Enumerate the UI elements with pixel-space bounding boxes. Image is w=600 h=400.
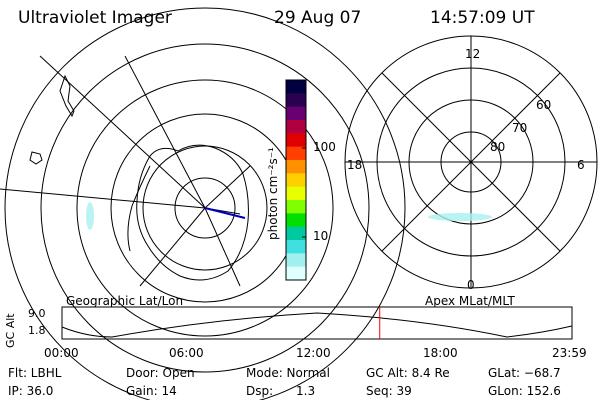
mlat-label-60: 60 — [536, 98, 552, 112]
mlat-label-80: 80 — [490, 140, 506, 154]
status-dsp-value: 1.3 — [296, 384, 316, 398]
status-gain: Gain: 14 — [126, 384, 177, 398]
colorbar-band — [286, 240, 306, 254]
orbit-xtick-1800: 18:00 — [423, 346, 458, 360]
instrument-title: Ultraviolet Imager — [18, 8, 172, 28]
orbit-ytick-top: 9.0 — [28, 307, 46, 320]
mlt-label-18: 18 — [347, 158, 363, 172]
orbit-xtick-0000: 00:00 — [44, 346, 79, 360]
colorbar-band — [286, 80, 306, 94]
geo-panel-label: Geographic Lat/Lon — [66, 294, 184, 308]
status-mode: Mode: Normal — [246, 366, 330, 380]
colorbar-band — [286, 173, 306, 188]
colorbar-tick-100: 100 — [313, 140, 336, 154]
status-gc-alt: GC Alt: 8.4 Re — [366, 366, 450, 380]
colorbar-band — [286, 213, 306, 228]
orbit-altitude-plot — [61, 306, 573, 340]
date-label: 29 Aug 07 — [274, 8, 362, 28]
status-glat: GLat: −68.7 — [488, 366, 561, 380]
colorbar-unit-label: photon cm⁻²s⁻¹ — [266, 147, 280, 240]
mlt-label-12: 12 — [465, 47, 481, 61]
status-ip: IP: 36.0 — [8, 384, 54, 398]
colorbar-band — [286, 133, 306, 148]
colorbar-band — [286, 106, 306, 121]
mag-panel-label: Apex MLat/MLT — [425, 294, 515, 308]
mlt-label-6: 6 — [577, 158, 585, 172]
status-seq: Seq: 39 — [366, 384, 412, 398]
colorbar-band — [286, 120, 306, 134]
orbit-xtick-0600: 06:00 — [169, 346, 204, 360]
mlat-label-70: 70 — [512, 121, 528, 135]
colorbar-band — [286, 93, 306, 108]
mlat-mlt-polar-plot — [344, 35, 598, 289]
status-glon: GLon: 152.6 — [488, 384, 561, 398]
status-flt: Flt: LBHL — [8, 366, 62, 380]
orbit-xtick-2359: 23:59 — [552, 346, 587, 360]
colorbar-band — [286, 160, 306, 174]
colorbar — [285, 79, 307, 281]
colorbar-frame — [285, 79, 307, 281]
colorbar-band — [286, 266, 306, 281]
colorbar-band — [286, 226, 306, 241]
orbit-xtick-1200: 12:00 — [296, 346, 331, 360]
status-door: Door: Open — [126, 366, 195, 380]
orbit-ytick-bottom: 1.8 — [28, 324, 46, 337]
colorbar-band — [286, 146, 306, 161]
orbit-ylabel: GC Alt — [4, 313, 17, 348]
mlt-label-0: 0 — [467, 278, 475, 292]
colorbar-band — [286, 186, 306, 201]
colorbar-band — [286, 200, 306, 214]
time-label: 14:57:09 UT — [430, 8, 535, 28]
status-dsp-label: Dsp: — [246, 384, 274, 398]
colorbar-band — [286, 253, 306, 268]
geographic-map — [0, 7, 406, 400]
colorbar-tick-10: 10 — [313, 229, 329, 243]
